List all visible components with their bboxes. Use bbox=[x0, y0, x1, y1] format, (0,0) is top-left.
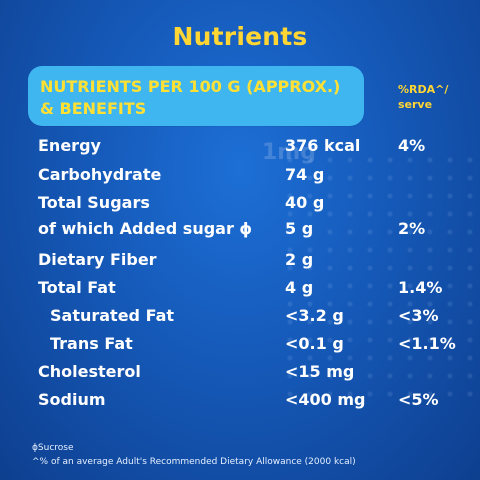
rda-header-line-1: %RDA^/ bbox=[398, 83, 449, 96]
header-line-1: NUTRIENTS PER 100 G (APPROX.) bbox=[40, 77, 341, 96]
nutrient-rda: 4% bbox=[398, 136, 426, 155]
rda-column-header: %RDA^/ serve bbox=[398, 82, 468, 112]
footnote-rda: ^% of an average Adult's Recommended Die… bbox=[32, 457, 356, 467]
nutrient-value: 376 kcal bbox=[285, 136, 361, 155]
nutrient-value: <0.1 g bbox=[285, 334, 344, 353]
header-pill bbox=[28, 66, 364, 126]
nutrient-rda: 2% bbox=[398, 219, 426, 238]
nutrient-value: 40 g bbox=[285, 193, 325, 212]
nutrient-rda: <3% bbox=[398, 306, 439, 325]
header-line-2: & BENEFITS bbox=[40, 99, 147, 118]
nutrient-rda: <1.1% bbox=[398, 334, 456, 353]
nutrient-name: Total Sugars bbox=[38, 193, 150, 212]
nutrient-rda: 1.4% bbox=[398, 278, 443, 297]
watermark: 1mg bbox=[262, 140, 316, 165]
page-title: Nutrients bbox=[172, 22, 308, 51]
nutrient-name: Sodium bbox=[38, 390, 106, 409]
nutrient-value: 5 g bbox=[285, 219, 314, 238]
nutrient-name: of which Added sugar ϕ bbox=[38, 219, 253, 238]
nutrient-value: 4 g bbox=[285, 278, 314, 297]
table-header: NUTRIENTS PER 100 G (APPROX.) & BENEFITS bbox=[40, 76, 360, 120]
nutrient-value: 2 g bbox=[285, 250, 314, 269]
nutrient-name: Saturated Fat bbox=[50, 306, 175, 325]
footnote-sucrose: ϕSucrose bbox=[32, 443, 74, 453]
nutrient-value: 74 g bbox=[285, 165, 325, 184]
nutrient-name: Dietary Fiber bbox=[38, 250, 157, 269]
nutrient-rda: <5% bbox=[398, 390, 439, 409]
rda-header-line-2: serve bbox=[398, 98, 433, 111]
nutrient-name: Energy bbox=[38, 136, 101, 155]
nutrient-value: <3.2 g bbox=[285, 306, 344, 325]
nutrient-name: Total Fat bbox=[38, 278, 116, 297]
nutrient-value: <400 mg bbox=[285, 390, 366, 409]
nutrient-name: Cholesterol bbox=[38, 362, 141, 381]
nutrient-value: <15 mg bbox=[285, 362, 355, 381]
hexagon-pattern bbox=[280, 150, 480, 400]
nutrient-name: Trans Fat bbox=[50, 334, 133, 353]
nutrient-name: Carbohydrate bbox=[38, 165, 162, 184]
